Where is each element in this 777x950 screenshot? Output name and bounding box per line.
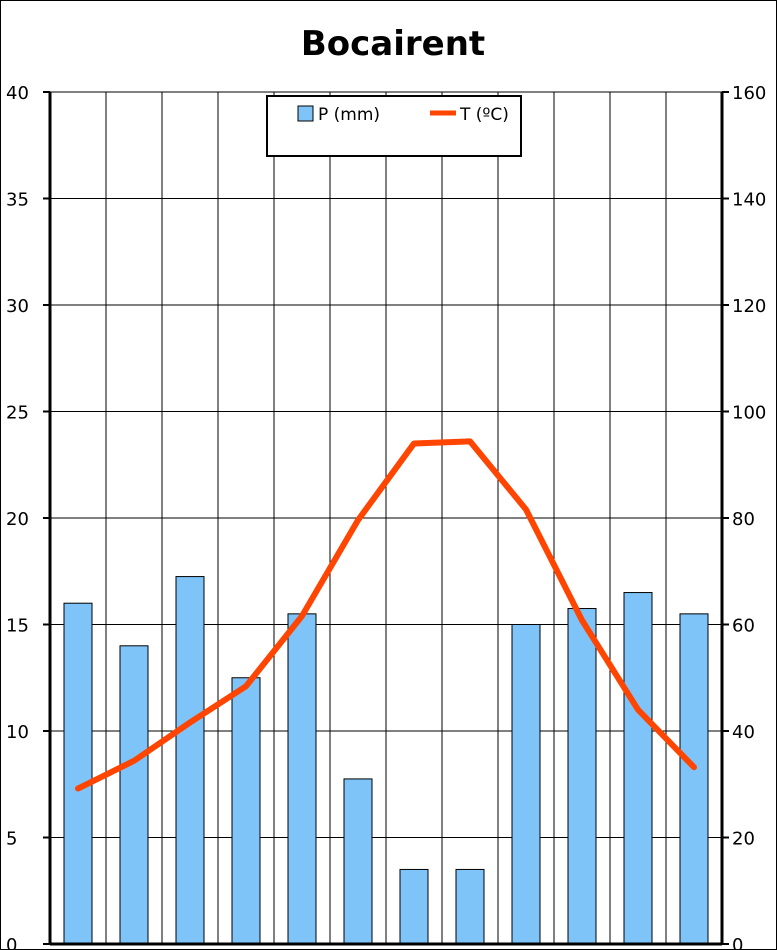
- right-tick-label: 60: [732, 616, 755, 637]
- right-tick-label: 20: [732, 829, 755, 850]
- left-tick-label: 40: [6, 83, 29, 104]
- precipitation-bars: [63, 576, 709, 945]
- precipitation-bar: [287, 613, 317, 945]
- left-axis-ticks: 0 5 10 15 20 25 30 35 40: [6, 83, 50, 950]
- chart-title: Bocairent: [301, 24, 485, 64]
- precipitation-bar: [63, 602, 93, 945]
- precipitation-bar: [231, 677, 261, 945]
- precipitation-bar: [567, 608, 597, 945]
- right-tick-label: 40: [732, 722, 755, 743]
- left-tick-label: 30: [6, 296, 29, 317]
- right-tick-label: 80: [732, 509, 755, 530]
- legend-label-temperature: T (ºC): [459, 105, 509, 125]
- left-tick-label: 15: [6, 616, 29, 637]
- left-tick-label: 5: [6, 829, 17, 850]
- precipitation-bar: [175, 576, 205, 945]
- temperature-line-group: [75, 438, 697, 792]
- precipitation-bar: [119, 645, 149, 945]
- right-tick-label: 100: [732, 403, 766, 424]
- legend: P (mm) T (ºC): [266, 95, 522, 157]
- temperature-line: [75, 438, 697, 792]
- grid: [50, 92, 722, 944]
- left-tick-label: 35: [6, 190, 29, 211]
- right-tick-label: 0: [732, 935, 743, 950]
- precipitation-bar: [679, 613, 709, 945]
- precipitation-bar: [343, 778, 373, 945]
- precipitation-bar: [455, 868, 485, 945]
- legend-label-precipitation: P (mm): [318, 105, 380, 125]
- left-tick-label: 25: [6, 403, 29, 424]
- left-tick-label: 10: [6, 722, 29, 743]
- left-tick-label: 20: [6, 509, 29, 530]
- right-tick-label: 120: [732, 296, 766, 317]
- left-tick-label: 0: [6, 935, 17, 950]
- right-tick-label: 140: [732, 190, 766, 211]
- right-tick-label: 160: [732, 83, 766, 104]
- precipitation-bar: [399, 868, 429, 945]
- right-axis-ticks: 0 20 40 60 80 100 120 140 160: [722, 83, 766, 950]
- precipitation-bar: [623, 592, 653, 945]
- legend-bar-swatch: [297, 105, 314, 122]
- precipitation-bar: [511, 624, 541, 945]
